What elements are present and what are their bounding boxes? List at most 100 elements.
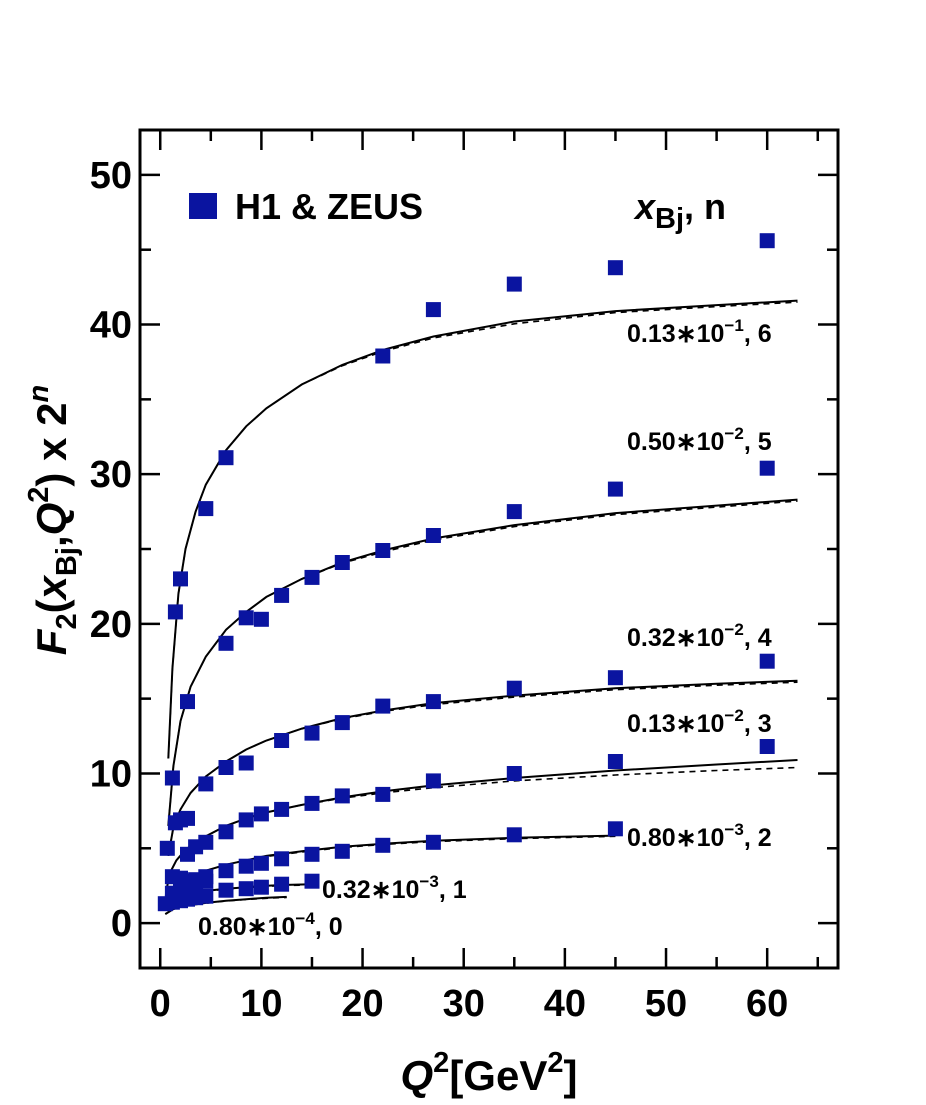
data-point <box>238 858 254 874</box>
data-point <box>506 276 522 292</box>
curve-label-6: 0.13∗10−1, 6 <box>627 316 772 348</box>
data-point <box>759 233 775 249</box>
curve-label-exponent: −2 <box>724 706 743 725</box>
model-solid-curve-6 <box>167 299 798 759</box>
data-point <box>304 569 320 585</box>
legend-header-x: x <box>633 186 657 227</box>
data-point <box>607 754 623 769</box>
data-point <box>253 879 269 895</box>
data-point <box>425 528 441 543</box>
data-point <box>607 481 623 497</box>
x-title-unit: [GeV <box>449 1052 547 1099</box>
data-point <box>253 806 269 822</box>
data-point <box>759 460 775 476</box>
curve-label-tail: , 5 <box>744 428 772 456</box>
data-point <box>304 873 320 889</box>
data-point <box>375 837 391 853</box>
y-title-q-sup: 2 <box>23 487 55 503</box>
x-tick-label: 60 <box>746 983 788 1025</box>
data-point <box>180 810 195 826</box>
data-point <box>506 766 522 781</box>
data-point <box>253 855 269 871</box>
chart-marks <box>157 233 798 915</box>
x-tick-label: 10 <box>240 983 282 1025</box>
data-point <box>218 882 234 898</box>
legend-marker <box>189 193 217 219</box>
y-title-n-sup: n <box>23 385 55 403</box>
data-point <box>375 698 391 714</box>
legend-header-sub: Bj <box>655 203 684 235</box>
y-title-open: ( <box>28 599 75 613</box>
curve-label-main: 0.13∗10 <box>627 320 724 348</box>
data-point <box>238 755 254 771</box>
data-point <box>173 571 188 587</box>
y-tick-label: 30 <box>90 454 132 496</box>
y-tick-label: 10 <box>90 753 132 795</box>
data-point <box>274 733 290 748</box>
data-point <box>759 739 775 754</box>
data-point <box>274 801 290 817</box>
data-point <box>607 670 623 686</box>
x-tick-label: 20 <box>341 983 383 1025</box>
data-point <box>304 795 320 811</box>
curve-label-5: 0.50∗10−2, 5 <box>627 424 772 456</box>
curve-label-tail: , 4 <box>744 624 772 652</box>
plot-frame <box>138 128 840 970</box>
data-point <box>198 869 214 885</box>
x-tick-label: 50 <box>645 983 687 1025</box>
y-title-f: F <box>28 628 75 655</box>
x-title-q: Q <box>401 1052 434 1100</box>
curve-label-main: 0.32∗10 <box>322 876 419 904</box>
data-point <box>425 773 441 789</box>
y-title-tail: ) x 2 <box>28 403 75 487</box>
x-title-close: ] <box>563 1052 577 1099</box>
curve-label-exponent: −2 <box>724 620 743 639</box>
data-point <box>238 610 254 626</box>
data-point <box>274 876 290 892</box>
data-point <box>274 587 290 603</box>
data-point <box>334 715 350 731</box>
legend-label: H1 & ZEUS <box>235 186 423 227</box>
data-point <box>238 881 254 897</box>
curve-label-tail: , 0 <box>315 913 343 941</box>
axis-ticks <box>140 130 838 968</box>
curve-label-main: 0.13∗10 <box>627 710 724 738</box>
curve-label-exponent: −2 <box>724 424 743 443</box>
data-point <box>253 611 269 627</box>
curve-label-exponent: −3 <box>419 872 438 891</box>
data-point <box>198 776 214 792</box>
curve-label-tail: , 2 <box>744 824 772 852</box>
y-tick-label: 40 <box>90 305 132 347</box>
curve-label-main: 0.80∗10 <box>627 824 724 852</box>
curve-label-tail: , 1 <box>439 876 467 904</box>
curve-label-3: 0.13∗10−2, 3 <box>627 706 772 738</box>
data-point <box>425 694 441 710</box>
y-title-x-sub: Bj <box>51 547 83 576</box>
x-tick-label: 30 <box>443 983 485 1025</box>
data-point <box>164 770 180 786</box>
data-point <box>506 504 522 520</box>
x-axis-title: Q2[GeV2] <box>401 1047 578 1100</box>
y-tick-label: 50 <box>90 155 132 197</box>
data-point <box>218 635 234 651</box>
data-point <box>167 604 183 620</box>
data-point <box>159 840 175 856</box>
curve-label-exponent: −3 <box>724 820 743 839</box>
model-dashed-curve-5 <box>167 500 798 826</box>
curve-label-main: 0.32∗10 <box>627 624 724 652</box>
data-point <box>238 812 254 828</box>
data-point <box>425 302 441 318</box>
data-point <box>218 824 234 840</box>
curve-label-exponent: −1 <box>724 316 743 335</box>
y-title-f-sub: 2 <box>51 613 83 629</box>
data-point <box>375 348 391 364</box>
curve-label-main: 0.80∗10 <box>198 913 295 941</box>
x-tick-label: 0 <box>150 983 171 1025</box>
curve-label-0: 0.80∗10−4, 0 <box>198 909 343 941</box>
data-point <box>198 834 214 850</box>
curve-label-main: 0.50∗10 <box>627 428 724 456</box>
data-point <box>218 450 234 466</box>
x-title-sup: 2 <box>433 1047 449 1079</box>
data-point <box>607 821 623 837</box>
y-tick-label: 0 <box>111 903 132 945</box>
